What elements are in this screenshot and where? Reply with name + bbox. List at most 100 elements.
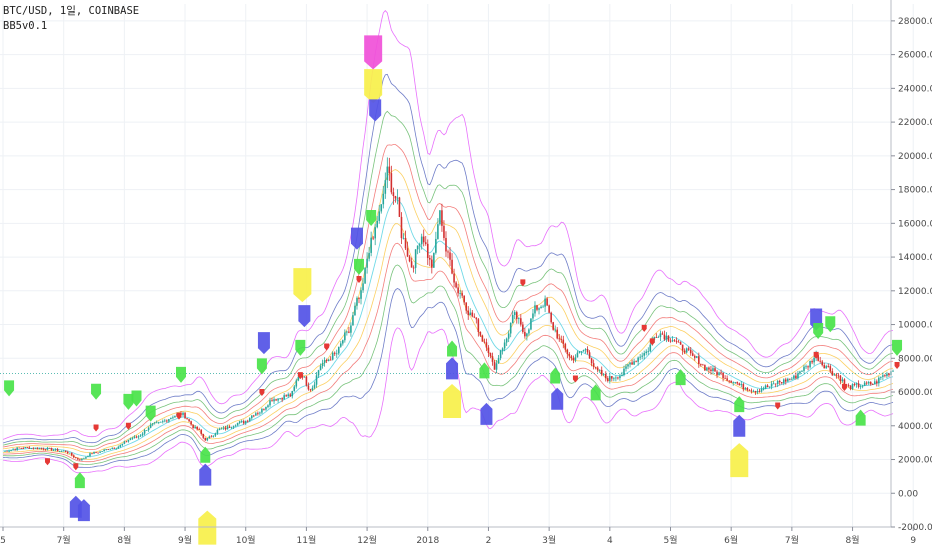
candle-body bbox=[475, 317, 478, 320]
price-tick-label: 2000.00 bbox=[898, 456, 932, 466]
green-signal-marker bbox=[366, 209, 377, 226]
candle-body bbox=[718, 372, 720, 376]
candle-body bbox=[584, 349, 587, 351]
candle-body bbox=[558, 338, 561, 340]
candle-body bbox=[408, 256, 411, 262]
red-signal-dot bbox=[775, 402, 781, 410]
band-upper-4 bbox=[2, 169, 894, 454]
candle-body bbox=[95, 451, 97, 453]
time-tick-label: 10월 bbox=[236, 534, 256, 546]
candle-body bbox=[742, 384, 745, 390]
candle-body bbox=[493, 361, 496, 370]
candle-body bbox=[79, 459, 81, 461]
candle-body bbox=[119, 445, 122, 447]
blue-signal-marker bbox=[446, 357, 459, 380]
candle-body bbox=[416, 245, 419, 250]
band-upper-0 bbox=[2, 9, 894, 440]
candle-body bbox=[465, 302, 468, 311]
candle-body bbox=[503, 342, 506, 349]
candle-body bbox=[6, 450, 8, 452]
candle-body bbox=[394, 196, 397, 199]
yellow-signal-marker bbox=[198, 510, 217, 545]
candle-body bbox=[99, 451, 101, 453]
candle-body bbox=[392, 192, 395, 197]
candle-body bbox=[309, 389, 312, 391]
magenta-signal-marker bbox=[364, 35, 383, 70]
candle-body bbox=[748, 390, 751, 391]
candle-body bbox=[68, 452, 71, 454]
candle-body bbox=[649, 344, 652, 352]
candle-body bbox=[145, 430, 148, 431]
candle-body bbox=[685, 348, 688, 353]
candle-body bbox=[564, 343, 567, 350]
candle-body bbox=[586, 349, 589, 353]
candle-body bbox=[859, 386, 862, 388]
candle-body bbox=[366, 258, 368, 268]
candle-body bbox=[770, 383, 773, 387]
candle-body bbox=[402, 237, 405, 239]
candlesticks bbox=[4, 157, 894, 461]
candle-body bbox=[590, 358, 593, 364]
candle-body bbox=[34, 447, 37, 449]
candle-body bbox=[232, 426, 235, 428]
candle-body bbox=[556, 329, 559, 339]
candle-body bbox=[736, 381, 739, 384]
candle-body bbox=[370, 237, 372, 253]
candle-body bbox=[708, 367, 710, 370]
candle-body bbox=[64, 450, 67, 452]
price-tick-label: 26000.00 bbox=[898, 51, 932, 61]
candle-body bbox=[75, 457, 77, 459]
red-signal-dot bbox=[841, 383, 847, 391]
candle-body bbox=[471, 312, 474, 317]
candle-body bbox=[643, 353, 646, 356]
candle-body bbox=[528, 329, 530, 334]
candle-body bbox=[487, 347, 490, 353]
candle-body bbox=[400, 216, 403, 239]
price-tick-label: 10000.00 bbox=[898, 321, 932, 331]
candle-body bbox=[42, 448, 45, 450]
candle-body bbox=[255, 413, 257, 416]
candle-body bbox=[125, 441, 128, 443]
candle-body bbox=[501, 348, 504, 351]
band-lower-2 bbox=[2, 264, 894, 465]
candle-body bbox=[277, 398, 279, 401]
candle-body bbox=[867, 382, 870, 384]
candle-body bbox=[455, 282, 457, 288]
band-lower-3 bbox=[2, 242, 894, 463]
yellow-signal-marker bbox=[730, 443, 749, 478]
candle-body bbox=[791, 378, 793, 380]
candle-body bbox=[412, 267, 415, 269]
red-signal-dot bbox=[259, 389, 265, 397]
candle-body bbox=[418, 244, 421, 246]
candle-body bbox=[869, 382, 872, 385]
candle-body bbox=[48, 447, 51, 449]
candle-body bbox=[103, 449, 105, 452]
candle-body bbox=[374, 227, 376, 239]
candle-body bbox=[552, 322, 554, 330]
candle-body bbox=[224, 427, 227, 430]
candle-body bbox=[22, 448, 25, 449]
candle-body bbox=[87, 456, 89, 458]
candle-body bbox=[18, 447, 20, 449]
price-axis[interactable]: 28000.00 26000.00 24000.00 22000.00 20000.00… bbox=[890, 0, 932, 533]
candle-body bbox=[267, 405, 269, 408]
time-tick-label: 7월 bbox=[785, 534, 799, 546]
candle-body bbox=[799, 371, 801, 374]
candle-body bbox=[700, 364, 702, 365]
candle-body bbox=[372, 237, 374, 239]
blue-signal-marker bbox=[369, 99, 382, 122]
candle-body bbox=[837, 375, 840, 377]
candle-body bbox=[447, 251, 449, 253]
candle-body bbox=[28, 447, 31, 449]
green-signal-marker bbox=[256, 358, 267, 375]
candle-body bbox=[30, 448, 33, 449]
red-signal-dot bbox=[813, 351, 819, 359]
candle-body bbox=[878, 377, 880, 384]
candle-body bbox=[469, 312, 472, 316]
time-axis[interactable]: 5 7월 8월 9월 10월 11월 12월 2018 2 3월 4 5월 6월 7월 8월 9 bbox=[0, 526, 916, 546]
candle-body bbox=[431, 259, 433, 268]
time-tick-label: 7월 bbox=[57, 534, 71, 546]
candle-body bbox=[647, 351, 650, 353]
green-signal-marker bbox=[91, 383, 102, 400]
candle-body bbox=[817, 354, 819, 361]
